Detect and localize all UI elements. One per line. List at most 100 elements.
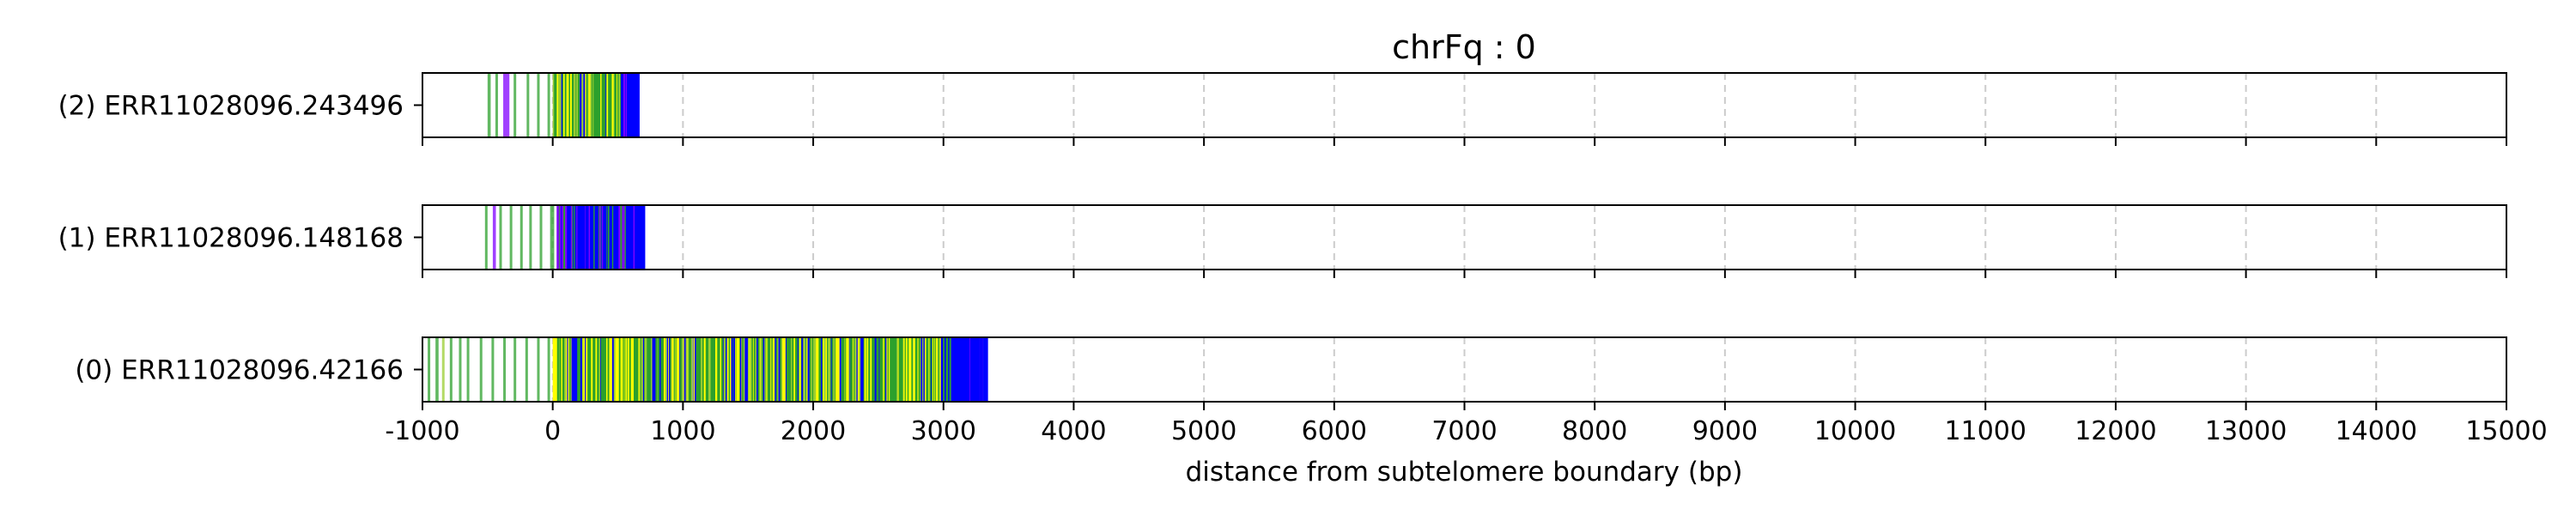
repeat-mark bbox=[896, 337, 899, 402]
repeat-mark bbox=[605, 205, 608, 270]
repeat-mark bbox=[570, 73, 572, 137]
x-axis: -1000 0 1000 2000 3000 4000 5000 6000 7000 8000 90… bbox=[385, 416, 2547, 446]
repeat-mark bbox=[846, 337, 848, 402]
repeat-mark bbox=[556, 337, 560, 402]
repeat-mark bbox=[874, 337, 878, 402]
read-label: (2) ERR11028096.243496 bbox=[58, 91, 404, 122]
repeat-mark bbox=[586, 205, 590, 270]
repeat-mark bbox=[435, 337, 439, 402]
repeat-mark bbox=[636, 73, 640, 137]
repeat-mark bbox=[598, 205, 601, 270]
repeat-mark bbox=[499, 205, 502, 270]
repeat-mark bbox=[491, 337, 495, 402]
repeat-mark bbox=[690, 337, 693, 402]
repeat-mark bbox=[561, 205, 562, 270]
repeat-mark bbox=[663, 337, 666, 402]
read-end-block bbox=[635, 205, 643, 270]
repeat-mark bbox=[609, 337, 612, 402]
track-row: (0) ERR11028096.42166 bbox=[75, 336, 2507, 410]
repeat-mark bbox=[428, 337, 431, 402]
x-tick-label: 11000 bbox=[1945, 416, 2026, 446]
read-end-block bbox=[629, 73, 638, 137]
repeat-mark bbox=[907, 337, 909, 402]
repeat-mark bbox=[901, 337, 903, 402]
repeat-mark bbox=[705, 337, 708, 402]
repeat-mark bbox=[559, 73, 562, 137]
repeat-mark bbox=[786, 337, 791, 402]
repeat-mark bbox=[537, 73, 540, 137]
repeat-mark bbox=[923, 337, 927, 402]
repeat-mark bbox=[869, 337, 872, 402]
repeat-mark bbox=[710, 337, 714, 402]
repeat-mark bbox=[564, 73, 567, 137]
chart-title: chrFq : 0 bbox=[1392, 28, 1536, 66]
repeat-mark bbox=[613, 337, 617, 402]
repeat-mark bbox=[835, 337, 838, 402]
repeat-mark bbox=[576, 73, 579, 137]
repeat-mark bbox=[568, 205, 572, 270]
repeat-mark bbox=[537, 337, 540, 402]
repeat-mark bbox=[944, 337, 947, 402]
repeat-mark bbox=[793, 337, 796, 402]
repeat-mark bbox=[492, 205, 496, 270]
repeat-mark bbox=[550, 205, 555, 270]
repeat-mark bbox=[822, 337, 824, 402]
repeat-mark bbox=[566, 73, 569, 137]
repeat-mark bbox=[562, 73, 564, 137]
repeat-mark bbox=[914, 337, 917, 402]
x-tick-label: -1000 bbox=[385, 416, 459, 446]
repeat-mark bbox=[627, 337, 631, 402]
repeat-mark bbox=[728, 337, 731, 402]
x-tick-label: 10000 bbox=[1814, 416, 1896, 446]
repeat-mark bbox=[775, 337, 777, 402]
tracks: (2) ERR11028096.243496 (1) ERR11028096.14… bbox=[58, 72, 2507, 410]
repeat-mark bbox=[614, 205, 618, 270]
repeat-mark bbox=[811, 337, 813, 402]
x-tick-label: 15000 bbox=[2465, 416, 2547, 446]
repeat-mark bbox=[718, 337, 721, 402]
repeat-mark bbox=[823, 337, 825, 402]
repeat-mark bbox=[590, 205, 592, 270]
repeat-mark bbox=[943, 337, 946, 402]
repeat-mark bbox=[764, 337, 767, 402]
repeat-mark bbox=[870, 337, 873, 402]
repeat-mark bbox=[803, 337, 805, 402]
repeat-mark bbox=[839, 337, 841, 402]
repeat-mark bbox=[962, 337, 964, 402]
repeat-mark bbox=[595, 337, 598, 402]
repeat-mark bbox=[738, 337, 741, 402]
repeat-mark bbox=[598, 73, 601, 137]
repeat-mark bbox=[526, 73, 530, 137]
x-tick-label: 12000 bbox=[2075, 416, 2156, 446]
repeat-mark bbox=[484, 205, 488, 270]
repeat-mark bbox=[618, 205, 621, 270]
repeat-mark bbox=[963, 337, 966, 402]
repeat-mark bbox=[641, 205, 646, 270]
repeat-mark bbox=[513, 337, 517, 402]
read-label: (0) ERR11028096.42166 bbox=[75, 355, 404, 386]
repeat-mark bbox=[618, 73, 622, 137]
repeat-mark bbox=[632, 337, 635, 402]
repeat-mark bbox=[707, 337, 709, 402]
repeat-mark bbox=[723, 337, 726, 402]
repeat-mark bbox=[631, 205, 635, 270]
repeat-mark bbox=[571, 73, 574, 137]
repeat-mark bbox=[841, 337, 844, 402]
repeat-mark bbox=[503, 337, 507, 402]
repeat-mark bbox=[503, 73, 510, 137]
repeat-mark bbox=[525, 337, 528, 402]
repeat-mark bbox=[624, 337, 627, 402]
repeat-mark bbox=[957, 337, 959, 402]
repeat-mark bbox=[685, 337, 689, 402]
repeat-mark bbox=[820, 337, 823, 402]
x-tick-label: 4000 bbox=[1041, 416, 1106, 446]
repeat-mark bbox=[539, 205, 543, 270]
repeat-mark bbox=[648, 337, 651, 402]
repeat-mark bbox=[909, 337, 913, 402]
read-end-block bbox=[969, 337, 987, 402]
repeat-mark bbox=[603, 205, 605, 270]
repeat-mark bbox=[788, 337, 790, 402]
repeat-mark bbox=[670, 337, 671, 402]
repeat-mark bbox=[675, 337, 677, 402]
